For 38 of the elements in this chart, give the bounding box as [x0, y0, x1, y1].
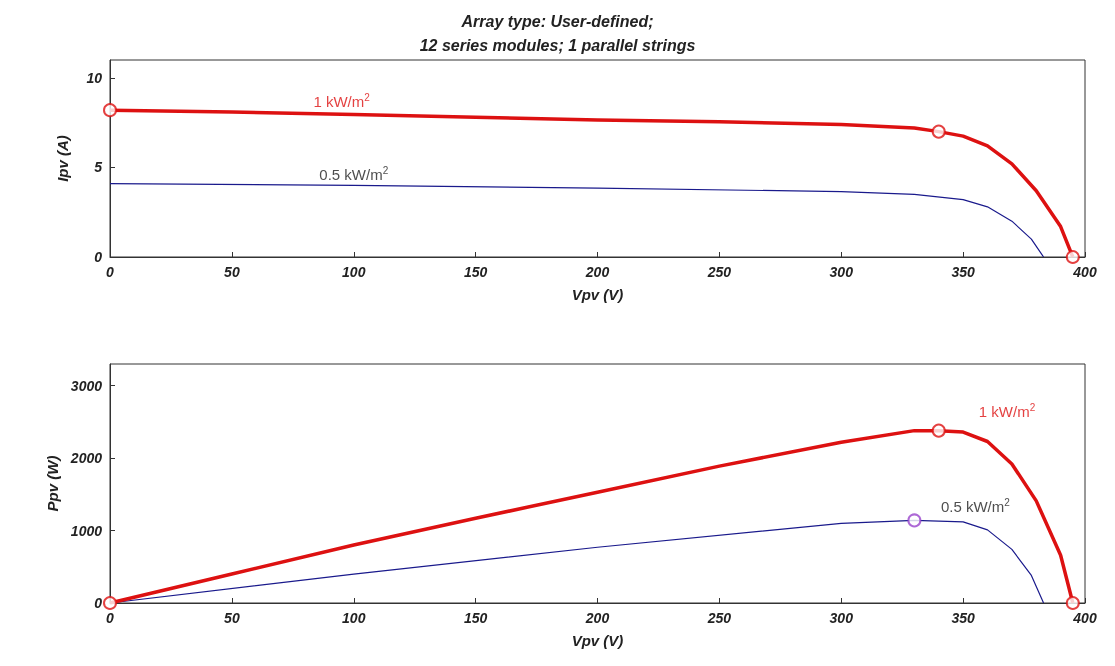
y-axis-title: Ipv (A) [54, 135, 71, 182]
x-tick-label: 50 [224, 264, 240, 280]
x-tick-label: 0 [106, 264, 115, 280]
x-tick-label: 200 [584, 610, 610, 626]
y-tick-label: 10 [86, 69, 103, 86]
x-tick-label: 150 [463, 264, 488, 280]
y-tick-label: 2000 [69, 450, 103, 467]
x-tick-label: 350 [951, 264, 976, 280]
x-axis-title: Vpv (V) [571, 632, 624, 649]
x-tick-label: 300 [829, 264, 854, 280]
x-tick-label: 400 [1072, 610, 1097, 626]
x-tick-label: 100 [342, 264, 366, 280]
x-tick-label: 50 [224, 610, 240, 626]
point [1065, 596, 1080, 610]
chart-title: Array type: User-defined; 12 series modules; 1 parallel strings [419, 12, 696, 54]
point [931, 423, 946, 438]
y-tick-label: 1000 [70, 522, 103, 539]
y-tick-label: 3000 [70, 377, 103, 394]
y-tick-label: 0 [94, 595, 103, 611]
x-tick-label: 350 [951, 610, 976, 626]
y-tick-label: 5 [94, 159, 103, 176]
point [103, 103, 117, 118]
y-axis-title: Ppv (W) [43, 455, 61, 512]
x-tick-label: 250 [706, 264, 732, 280]
point [1065, 250, 1080, 264]
point [931, 124, 946, 139]
point [907, 513, 922, 528]
line-series [109, 182, 1045, 258]
x-tick-label: 150 [463, 610, 488, 626]
x-tick-label: 300 [829, 610, 854, 626]
x-tick-label: 0 [106, 610, 115, 626]
x-tick-label: 100 [342, 610, 366, 626]
x-tick-label: 200 [584, 264, 610, 280]
x-tick-label: 250 [706, 610, 732, 626]
x-axis-title: Vpv (V) [571, 286, 624, 303]
x-tick-label: 400 [1072, 264, 1097, 280]
point [103, 596, 117, 610]
y-tick-label: 0 [94, 249, 103, 265]
